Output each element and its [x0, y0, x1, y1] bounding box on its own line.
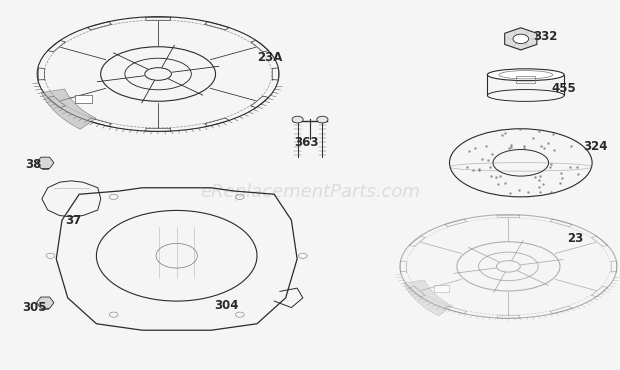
Bar: [76, 95, 92, 103]
Wedge shape: [42, 89, 96, 129]
Text: 37: 37: [65, 213, 81, 227]
Text: 38: 38: [25, 158, 41, 171]
Text: 305: 305: [22, 300, 46, 314]
Bar: [516, 76, 536, 83]
Text: 23: 23: [567, 232, 583, 245]
Text: 23A: 23A: [257, 51, 283, 64]
Text: eReplacementParts.com: eReplacementParts.com: [200, 184, 420, 201]
Wedge shape: [404, 280, 453, 316]
Text: 363: 363: [294, 136, 319, 149]
Ellipse shape: [487, 69, 564, 81]
Text: 332: 332: [533, 30, 557, 44]
Bar: [42, 162, 48, 169]
Polygon shape: [37, 157, 54, 168]
Text: 455: 455: [552, 82, 577, 95]
Polygon shape: [505, 28, 537, 50]
Circle shape: [292, 116, 303, 123]
Polygon shape: [37, 297, 54, 308]
Text: 324: 324: [583, 139, 608, 153]
Circle shape: [317, 116, 328, 123]
Bar: [434, 285, 450, 292]
Bar: [42, 302, 48, 309]
Text: 304: 304: [214, 299, 239, 312]
Circle shape: [513, 34, 529, 44]
